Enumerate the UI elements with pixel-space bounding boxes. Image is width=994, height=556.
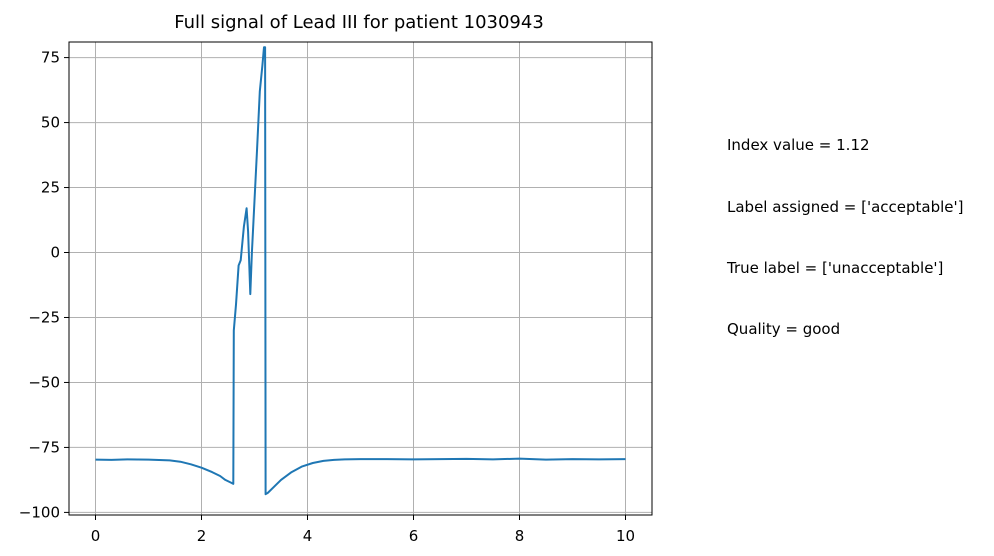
y-tick-label: −50 [28,373,60,391]
y-tick-label: 75 [41,49,60,67]
x-tick-label: 4 [303,527,313,545]
chart-title: Full signal of Lead III for patient 1030… [174,12,544,33]
y-tick-label: −75 [28,438,60,456]
x-tick-label: 8 [515,527,525,545]
signal-series-line [95,46,626,496]
y-tick-label: −25 [28,308,60,326]
grid-lines [69,42,652,515]
y-tick-label: −100 [19,503,60,521]
true-label-text: True label = ['unacceptable'] [727,259,944,277]
y-tick-label: 25 [41,179,60,197]
y-tick-label: 50 [41,114,60,132]
axis-ticks: 0 2 4 6 8 10 75 50 25 0 −25 −50 −75 −100 [19,49,635,545]
x-tick-label: 0 [91,527,101,545]
x-tick-label: 6 [409,527,419,545]
axes-frame [68,41,653,516]
x-tick-label: 10 [616,527,635,545]
label-assigned-text: Label assigned = ['acceptable'] [727,198,964,216]
y-tick-label: 0 [50,244,60,262]
quality-text: Quality = good [727,320,841,338]
index-value-text: Index value = 1.12 [727,136,870,154]
x-tick-label: 2 [197,527,207,545]
plot-area [95,46,626,496]
